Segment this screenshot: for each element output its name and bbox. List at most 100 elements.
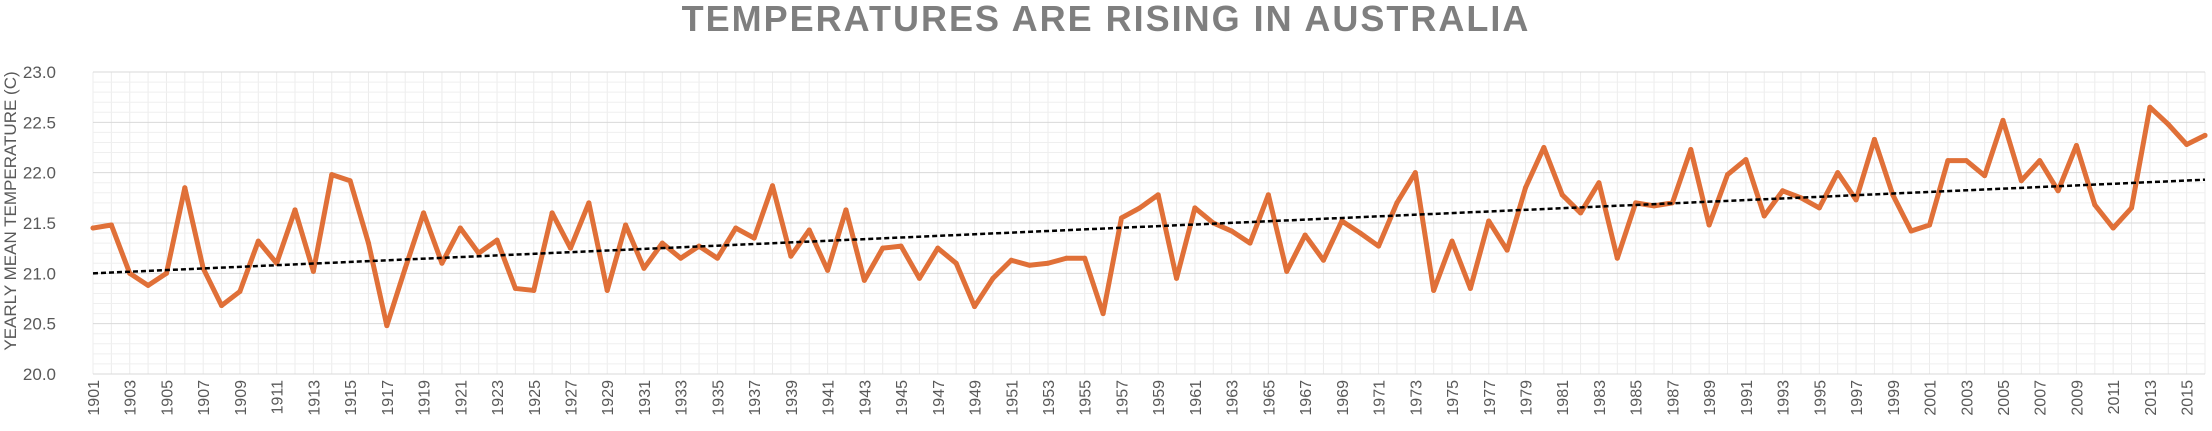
data-point-1959 <box>1155 192 1161 198</box>
x-tick-label: 1991 <box>1739 380 1756 416</box>
data-point-1993 <box>1780 188 1786 194</box>
x-tick-label: 1989 <box>1702 380 1719 416</box>
y-axis-label: YEARLY MEAN TEMPERATURE (C) <box>1 71 20 350</box>
x-tick-label: 1941 <box>821 380 838 416</box>
data-point-1982 <box>1578 210 1584 216</box>
x-tick-label: 1971 <box>1372 380 1389 416</box>
x-tick-label: 1901 <box>86 380 103 416</box>
data-point-1902 <box>108 222 114 228</box>
x-tick-label: 1911 <box>270 380 287 415</box>
data-point-1926 <box>549 210 555 216</box>
x-tick-label: 2011 <box>2106 380 2123 415</box>
data-point-1954 <box>1063 255 1069 261</box>
data-point-1964 <box>1247 240 1253 246</box>
y-tick-label: 22.0 <box>23 164 56 183</box>
data-point-1935 <box>714 255 720 261</box>
data-point-2012 <box>2129 205 2135 211</box>
data-point-1961 <box>1192 205 1198 211</box>
data-point-1916 <box>365 240 371 246</box>
x-tick-label: 1925 <box>527 380 544 416</box>
data-point-1972 <box>1394 200 1400 206</box>
data-point-1976 <box>1467 285 1473 291</box>
x-tick-label: 1957 <box>1114 380 1131 416</box>
data-point-1932 <box>659 240 665 246</box>
x-tick-label: 1929 <box>600 380 617 416</box>
data-point-2001 <box>1927 222 1933 228</box>
data-point-2011 <box>2110 225 2116 231</box>
data-point-1991 <box>1743 157 1749 163</box>
trend-line <box>92 178 2206 275</box>
data-point-1906 <box>182 185 188 191</box>
data-point-1966 <box>1284 268 1290 274</box>
x-tick-label: 1997 <box>1849 380 1866 416</box>
chart-title: TEMPERATURES ARE RISING IN AUSTRALIA <box>681 0 1531 39</box>
x-tick-label: 1909 <box>233 380 250 416</box>
x-tick-label: 1927 <box>563 380 580 416</box>
data-point-1955 <box>1082 255 1088 261</box>
data-point-1918 <box>402 265 408 271</box>
x-tick-label: 1951 <box>1004 380 1021 416</box>
data-point-1909 <box>237 288 243 294</box>
temperature-series-line <box>90 104 2208 329</box>
data-point-1963 <box>1229 228 1235 234</box>
data-point-1910 <box>255 238 261 244</box>
data-point-1975 <box>1449 238 1455 244</box>
x-tick-label: 1923 <box>490 380 507 416</box>
x-tick-label: 1939 <box>784 380 801 416</box>
data-point-1957 <box>1118 215 1124 221</box>
data-point-1936 <box>733 225 739 231</box>
y-tick-label: 22.5 <box>23 113 56 132</box>
data-point-2005 <box>2000 117 2006 123</box>
data-point-1938 <box>770 183 776 189</box>
data-point-2007 <box>2037 158 2043 164</box>
data-point-1947 <box>935 245 941 251</box>
x-tick-label: 1935 <box>710 380 727 416</box>
x-tick-label: 1975 <box>1445 380 1462 416</box>
data-point-1943 <box>861 277 867 283</box>
data-point-1920 <box>439 260 445 266</box>
x-axis: 1901 1903 1905 1907 1909 1911 1913 1915 1917 1919… <box>86 380 2197 416</box>
y-tick-label: 21.5 <box>23 214 56 233</box>
data-point-1988 <box>1688 147 1694 153</box>
data-point-1924 <box>512 285 518 291</box>
data-point-1970 <box>1357 230 1363 236</box>
x-tick-label: 2015 <box>2180 380 2197 416</box>
data-point-1919 <box>421 210 427 216</box>
x-tick-label: 2003 <box>1959 380 1976 416</box>
data-point-1945 <box>898 243 904 249</box>
data-point-1968 <box>1320 257 1326 263</box>
data-point-2010 <box>2092 202 2098 208</box>
data-point-1981 <box>1559 192 1565 198</box>
data-point-1997 <box>1853 197 1859 203</box>
x-tick-label: 1965 <box>1261 380 1278 416</box>
data-point-1989 <box>1706 222 1712 228</box>
x-tick-label: 2005 <box>1996 380 2013 416</box>
data-point-1958 <box>1137 205 1143 211</box>
x-tick-label: 1959 <box>1151 380 1168 416</box>
x-tick-label: 1943 <box>857 380 874 416</box>
data-point-1995 <box>1816 205 1822 211</box>
x-tick-label: 1913 <box>306 380 323 416</box>
x-tick-label: 1983 <box>1592 380 1609 416</box>
x-tick-label: 1921 <box>453 380 470 416</box>
data-point-1948 <box>953 260 959 266</box>
data-point-1929 <box>604 287 610 293</box>
data-point-1934 <box>696 243 702 249</box>
x-tick-label: 2009 <box>2069 380 2086 416</box>
data-point-1967 <box>1302 232 1308 238</box>
x-tick-label: 1915 <box>343 380 360 416</box>
data-point-1980 <box>1541 145 1547 150</box>
data-point-1950 <box>990 275 996 281</box>
x-tick-label: 1949 <box>968 380 985 416</box>
data-point-2006 <box>2018 178 2024 184</box>
data-point-1907 <box>200 265 206 271</box>
data-point-1984 <box>1614 255 1620 261</box>
data-point-1933 <box>678 255 684 261</box>
data-point-2016 <box>2202 132 2208 138</box>
x-tick-label: 1907 <box>196 380 213 416</box>
data-point-1949 <box>972 304 978 310</box>
data-point-1965 <box>1265 192 1271 198</box>
data-point-1923 <box>494 237 500 243</box>
data-point-1915 <box>347 178 353 184</box>
data-point-1998 <box>1871 136 1877 142</box>
